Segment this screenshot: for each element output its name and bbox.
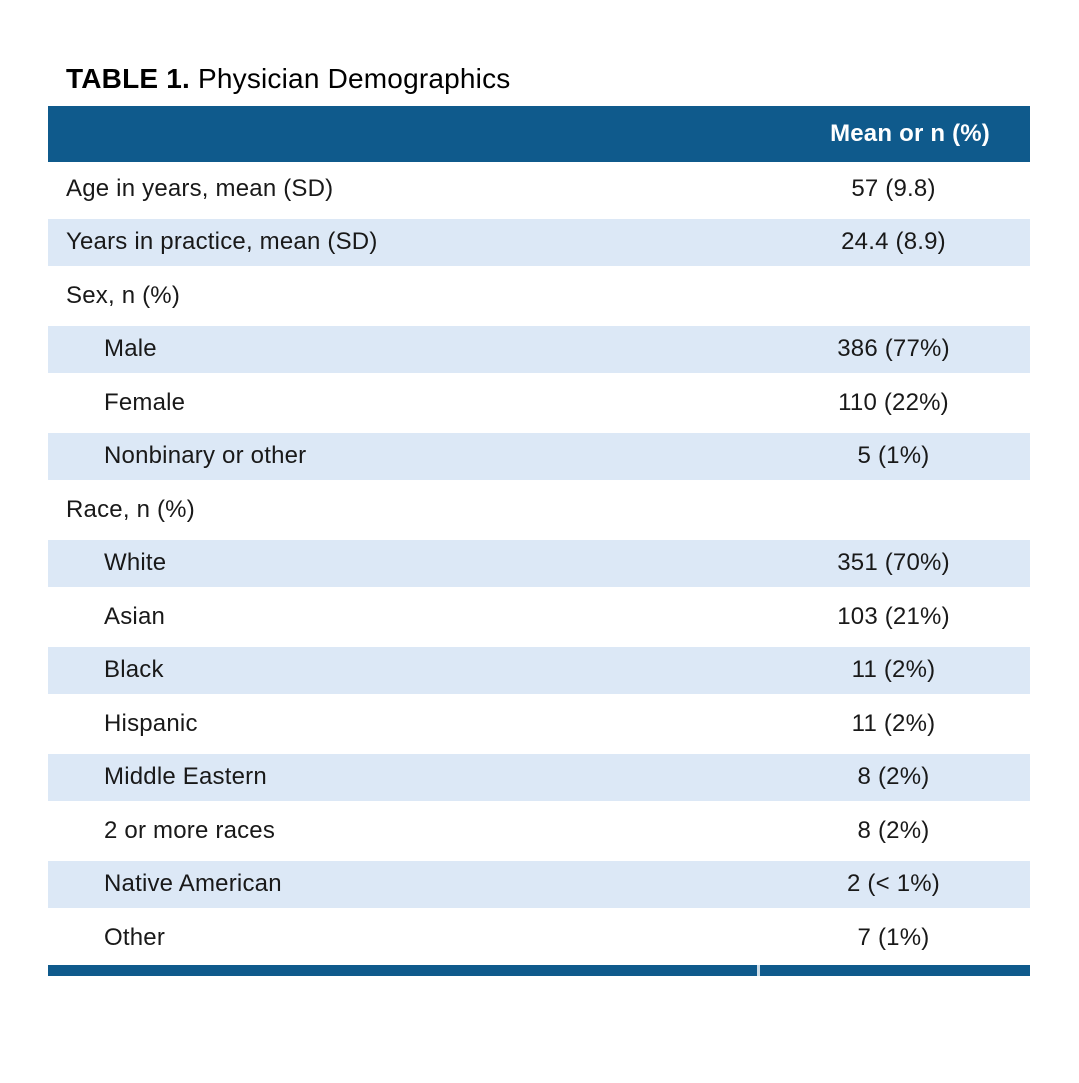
row-value: 7 (1%) bbox=[857, 923, 930, 951]
row-value: 57 (9.8) bbox=[851, 174, 936, 202]
table-row: Age in years, mean (SD) 57 (9.8) bbox=[48, 162, 1030, 216]
row-value: 386 (77%) bbox=[837, 335, 950, 363]
table-header-row: Mean or n (%) bbox=[48, 106, 1030, 162]
table-row: Native American 2 (< 1%) bbox=[48, 857, 1030, 911]
row-label: Female bbox=[104, 388, 186, 416]
row-label: Other bbox=[104, 923, 166, 951]
table-body: Age in years, mean (SD) 57 (9.8) Years i… bbox=[48, 162, 1030, 965]
row-label: Native American bbox=[104, 870, 282, 898]
row-value: 11 (2%) bbox=[851, 656, 936, 684]
row-label: 2 or more races bbox=[104, 816, 276, 844]
demographics-table: Mean or n (%) Age in years, mean (SD) 57… bbox=[48, 106, 1030, 976]
row-label: Nonbinary or other bbox=[104, 442, 307, 470]
row-label: Years in practice, mean (SD) bbox=[66, 228, 378, 256]
row-value: 11 (2%) bbox=[851, 709, 936, 737]
table-title: TABLE 1. Physician Demographics bbox=[66, 62, 511, 96]
row-value: 351 (70%) bbox=[837, 549, 950, 577]
row-value: 2 (< 1%) bbox=[847, 870, 940, 898]
row-value: 24.4 (8.9) bbox=[841, 228, 946, 256]
value-column-header: Mean or n (%) bbox=[830, 120, 990, 147]
row-label: Black bbox=[104, 656, 164, 684]
table-row: Asian 103 (21%) bbox=[48, 590, 1030, 644]
row-label: Male bbox=[104, 335, 157, 363]
row-label: Middle Eastern bbox=[104, 763, 267, 791]
row-value bbox=[757, 269, 1030, 323]
row-value bbox=[757, 483, 1030, 537]
table-row: Race, n (%) bbox=[48, 483, 1030, 537]
table-row: Hispanic 11 (2%) bbox=[48, 697, 1030, 751]
table-row: Female 110 (22%) bbox=[48, 376, 1030, 430]
table-row: Other 7 (1%) bbox=[48, 911, 1030, 965]
table-row: Nonbinary or other 5 (1%) bbox=[48, 429, 1030, 483]
table-number-label: TABLE 1. bbox=[66, 63, 190, 94]
row-label: Age in years, mean (SD) bbox=[66, 174, 334, 202]
table-bottom-border bbox=[48, 964, 1030, 976]
row-label: Asian bbox=[104, 602, 166, 630]
row-value: 103 (21%) bbox=[837, 602, 950, 630]
row-value: 8 (2%) bbox=[857, 763, 930, 791]
table-row: Black 11 (2%) bbox=[48, 643, 1030, 697]
row-label: Race, n (%) bbox=[66, 495, 195, 523]
row-label: Hispanic bbox=[104, 709, 198, 737]
table-row: Middle Eastern 8 (2%) bbox=[48, 750, 1030, 804]
table-title-text: Physician Demographics bbox=[197, 63, 511, 94]
table-row: Sex, n (%) bbox=[48, 269, 1030, 323]
row-label: Sex, n (%) bbox=[66, 281, 181, 309]
table-row: Male 386 (77%) bbox=[48, 322, 1030, 376]
row-label: White bbox=[104, 549, 167, 577]
bottom-border-column-notch bbox=[757, 964, 760, 976]
row-value: 5 (1%) bbox=[857, 442, 930, 470]
table-row: White 351 (70%) bbox=[48, 536, 1030, 590]
row-value: 110 (22%) bbox=[838, 388, 949, 416]
table-row: 2 or more races 8 (2%) bbox=[48, 804, 1030, 858]
row-value: 8 (2%) bbox=[857, 816, 930, 844]
table-row: Years in practice, mean (SD) 24.4 (8.9) bbox=[48, 215, 1030, 269]
